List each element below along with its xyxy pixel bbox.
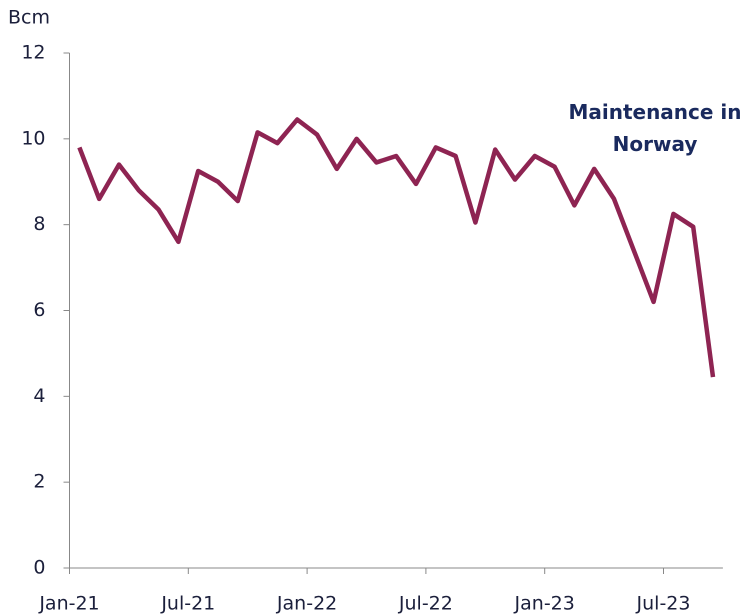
y-tick-label: 8 [33, 213, 45, 235]
line-series [77, 117, 716, 378]
x-tick-label: Jul-22 [398, 593, 453, 615]
y-axis-label: Bcm [8, 7, 50, 29]
y-tick-label: 2 [33, 471, 45, 493]
x-tick-label: Jul-21 [160, 593, 215, 615]
annotation: Maintenance in Norway [568, 100, 742, 156]
y-tick-label: 0 [33, 557, 45, 579]
y-tick-label: 12 [21, 42, 45, 64]
x-tick-label: Jul-23 [636, 593, 691, 615]
y-tick-label: 4 [33, 385, 45, 407]
x-tick-label: Jan-22 [276, 593, 337, 615]
x-tick-label: Jan-21 [38, 593, 99, 615]
y-tick-label: 6 [33, 299, 45, 321]
x-tick-label: Jan-23 [514, 593, 575, 615]
y-tick-label: 10 [21, 127, 45, 149]
